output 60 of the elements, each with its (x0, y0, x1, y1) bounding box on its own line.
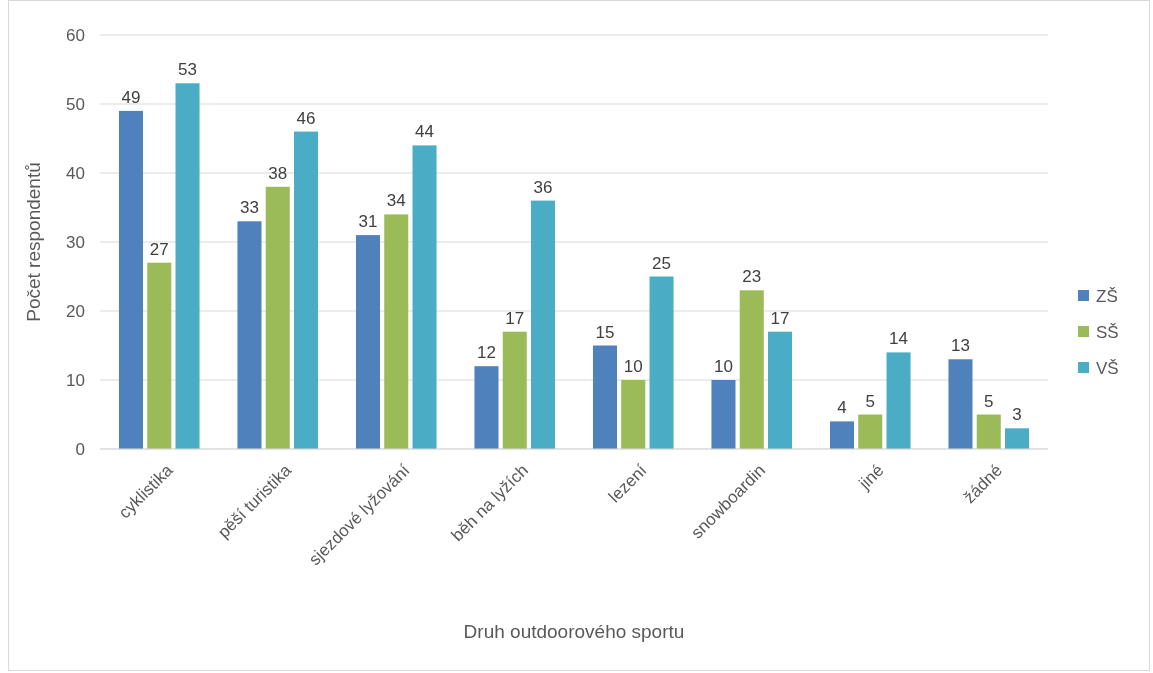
y-tick-label: 30 (66, 232, 85, 252)
x-axis-title: Druh outdoorového sportu (463, 621, 685, 642)
bar (948, 359, 973, 449)
data-label: 4 (837, 398, 847, 418)
data-label: 36 (533, 177, 553, 197)
bar (412, 145, 437, 449)
bar (147, 262, 172, 449)
data-label: 31 (358, 212, 378, 232)
bar (1005, 428, 1030, 449)
data-label: 17 (505, 308, 525, 328)
legend-label: SŠ (1096, 322, 1119, 342)
data-label: 13 (951, 336, 970, 356)
bar (649, 276, 674, 449)
data-label: 49 (121, 87, 141, 107)
bar (886, 352, 911, 449)
data-label: 38 (268, 163, 288, 183)
bar (829, 421, 854, 449)
legend-label: VŠ (1096, 358, 1119, 378)
data-label: 44 (415, 122, 434, 142)
data-label: 10 (714, 357, 733, 376)
bar (502, 331, 527, 449)
y-tick-label: 10 (66, 370, 85, 390)
bar (531, 200, 556, 449)
bar (237, 221, 262, 449)
bar (175, 83, 200, 449)
y-tick-label: 50 (66, 94, 85, 114)
bar (592, 345, 617, 449)
data-label: 14 (889, 329, 908, 349)
legend-label: ZŠ (1096, 286, 1118, 306)
data-label: 10 (623, 357, 643, 376)
data-label: 34 (386, 191, 406, 211)
bar (118, 110, 143, 449)
data-label: 5 (865, 391, 875, 411)
bar (384, 214, 409, 449)
y-tick-label: 60 (66, 25, 85, 45)
y-tick-label: 40 (66, 163, 85, 183)
y-axis-title: Počet respondentů (23, 162, 44, 322)
bar (858, 414, 883, 449)
data-label: 17 (770, 308, 790, 328)
data-label: 46 (296, 108, 316, 128)
bar (976, 414, 1001, 449)
bar (768, 331, 793, 449)
y-tick-label: 20 (66, 301, 85, 321)
bar (711, 380, 736, 449)
data-label: 5 (984, 391, 994, 411)
data-label: 3 (1012, 405, 1022, 425)
data-label: 15 (595, 322, 615, 342)
bar (621, 380, 646, 449)
bar (294, 131, 319, 449)
bar (355, 235, 380, 449)
data-label: 33 (240, 198, 259, 218)
data-label: 27 (149, 239, 169, 259)
bar (474, 366, 499, 449)
data-label: 23 (742, 267, 762, 287)
bar (739, 290, 764, 449)
data-label: 12 (477, 343, 496, 363)
data-label: 25 (652, 253, 671, 273)
bar (265, 186, 290, 449)
data-label: 53 (178, 60, 197, 80)
y-tick-label: 0 (75, 439, 85, 459)
